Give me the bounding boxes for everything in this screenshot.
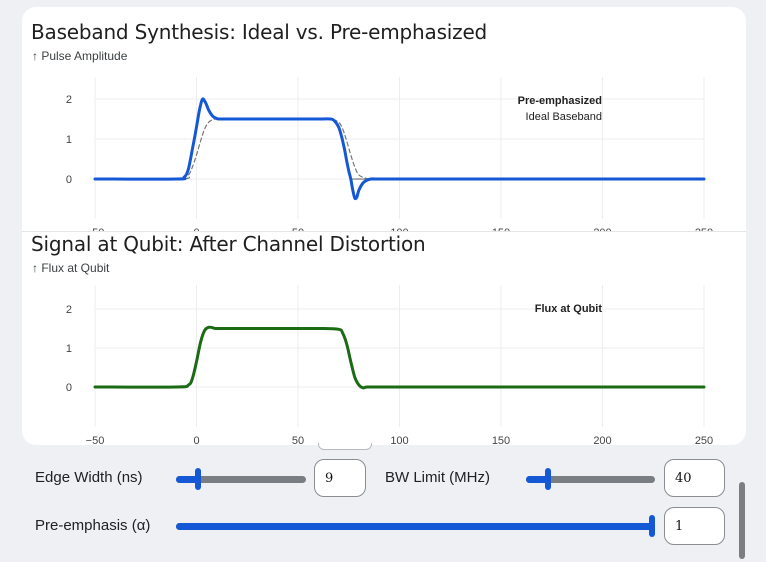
y-tick-label: 1: [66, 134, 72, 146]
chart1-title: Baseband Synthesis: Ideal vs. Pre-emphas…: [31, 20, 488, 44]
x-tick-label: −50: [86, 227, 105, 231]
bw-limit-label: BW Limit (MHz): [385, 469, 490, 486]
x-tick-label: 0: [193, 435, 199, 445]
bw-limit-fill: [526, 476, 548, 483]
edge-width-fill: [176, 476, 199, 483]
x-tick-label: 100: [390, 227, 408, 231]
bw-limit-track: [526, 476, 655, 483]
chart1-plot: 0 1 2 −50 0 50 100 150 200 250 Pre-emphasized Ideal…: [66, 77, 713, 231]
x-tick-label: 0: [193, 227, 199, 231]
chart1-ylabel: ↑ Pulse Amplitude: [32, 49, 128, 63]
y-tick-label: 0: [66, 174, 72, 186]
y-tick-label: 1: [66, 343, 72, 355]
series-line-flux-at-qubit: [93, 325, 706, 390]
y-tick-label: 2: [66, 304, 72, 316]
x-tick-label: 200: [593, 435, 611, 445]
edge-width-track: [176, 476, 306, 483]
series-line-pre-emphasized: [93, 97, 706, 201]
edge-width-label: Edge Width (ns): [35, 469, 143, 486]
pre-emphasis-label: Pre-emphasis (α): [35, 517, 151, 534]
x-tick-label: 50: [292, 227, 304, 231]
x-tick-label: 250: [695, 227, 713, 231]
y-tick-label: 2: [66, 94, 72, 106]
bw-limit-thumb[interactable]: [544, 468, 551, 490]
pre-emphasis-fill: [176, 523, 655, 530]
legend-entry: Ideal Baseband: [526, 111, 602, 123]
x-tick-label: 50: [292, 435, 304, 445]
x-tick-label: 100: [390, 435, 408, 445]
legend-entry: Pre-emphasized: [518, 95, 602, 107]
pre-emphasis-slider[interactable]: [176, 515, 655, 537]
edge-width-thumb[interactable]: [195, 468, 202, 490]
x-tick-label: 200: [593, 227, 611, 231]
x-tick-label: −50: [86, 435, 105, 445]
chart-divider: [22, 231, 746, 232]
x-tick-label: 150: [492, 227, 510, 231]
y-tick-label: 0: [66, 382, 72, 394]
page-scrollbar[interactable]: [739, 482, 745, 559]
legend-entry: Flux at Qubit: [535, 303, 603, 315]
bw-limit-input[interactable]: [664, 459, 725, 497]
charts-card: Baseband Synthesis: Ideal vs. Pre-emphas…: [22, 7, 746, 445]
pre-emphasis-input[interactable]: [664, 507, 725, 545]
chart2-ylabel: ↑ Flux at Qubit: [32, 261, 110, 275]
x-tick-label: 150: [492, 435, 510, 445]
pre-emphasis-thumb[interactable]: [649, 515, 655, 537]
edge-width-slider[interactable]: [176, 468, 306, 490]
edge-width-input[interactable]: [314, 459, 366, 497]
bw-limit-slider[interactable]: [526, 468, 655, 490]
ghost-field-edge: [318, 443, 372, 450]
x-tick-label: 250: [695, 435, 713, 445]
chart2-title: Signal at Qubit: After Channel Distortio…: [31, 232, 426, 256]
chart2-plot: 0 1 2 −50 0 50 100 150 200 250 Flux at Qubit: [66, 285, 713, 445]
